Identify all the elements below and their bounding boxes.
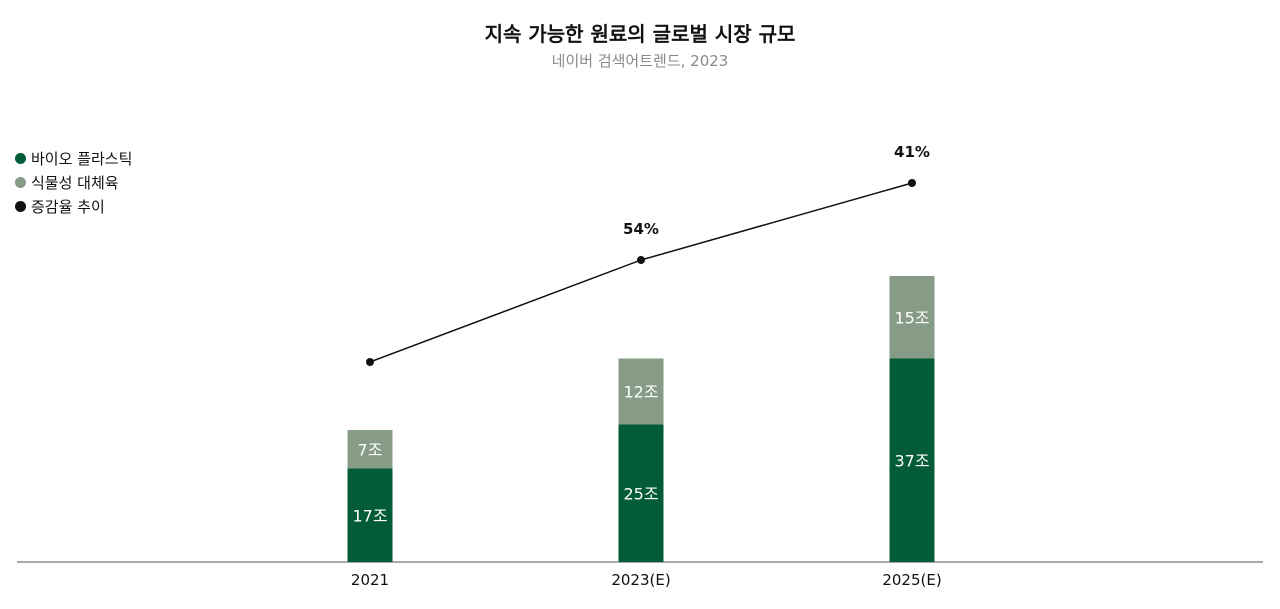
bar-plant-meat-2	[889, 276, 935, 359]
legend-swatch-bio-plastic	[15, 152, 26, 164]
legend-swatch-growth	[15, 200, 26, 212]
x-tick-label-2: 2025(E)	[882, 571, 941, 589]
growth-point-2	[908, 179, 916, 187]
bar-label-bio-plastic-2: 37조	[894, 451, 929, 470]
bar-label-bio-plastic-0: 17조	[352, 506, 387, 525]
x-tick-label-1: 2023(E)	[611, 571, 670, 589]
legend-item-bio-plastic: 바이오 플라스틱	[15, 146, 132, 170]
bar-label-plant-meat-1: 12조	[623, 383, 658, 402]
bar-bio-plastic-2	[889, 358, 935, 562]
chart-title: 지속 가능한 원료의 글로벌 시장 규모	[484, 22, 796, 46]
bar-label-plant-meat-2: 15조	[894, 308, 929, 327]
growth-point-1	[637, 256, 645, 264]
legend: 바이오 플라스틱 식물성 대체육 증감율 추이	[15, 146, 132, 218]
legend-swatch-plant-meat	[15, 176, 26, 188]
x-tick-label-0: 2021	[351, 571, 389, 589]
legend-label-bio-plastic: 바이오 플라스틱	[31, 149, 133, 168]
bar-plant-meat-0	[347, 430, 393, 469]
growth-label-1: 54%	[623, 220, 659, 238]
growth-line	[369, 182, 913, 363]
legend-label-growth: 증감율 추이	[31, 197, 105, 216]
legend-item-plant-meat: 식물성 대체육	[15, 170, 132, 194]
growth-label-2: 41%	[894, 143, 930, 161]
bar-plant-meat-1	[618, 358, 664, 425]
chart-subtitle: 네이버 검색어트렌드, 2023	[551, 52, 729, 70]
legend-label-plant-meat: 식물성 대체육	[31, 173, 119, 192]
bar-label-bio-plastic-1: 25조	[623, 484, 658, 503]
growth-point-0	[366, 358, 374, 366]
bar-label-plant-meat-0: 7조	[358, 440, 383, 459]
legend-item-growth: 증감율 추이	[15, 194, 132, 218]
bar-bio-plastic-1	[618, 424, 664, 562]
bar-bio-plastic-0	[347, 468, 393, 562]
